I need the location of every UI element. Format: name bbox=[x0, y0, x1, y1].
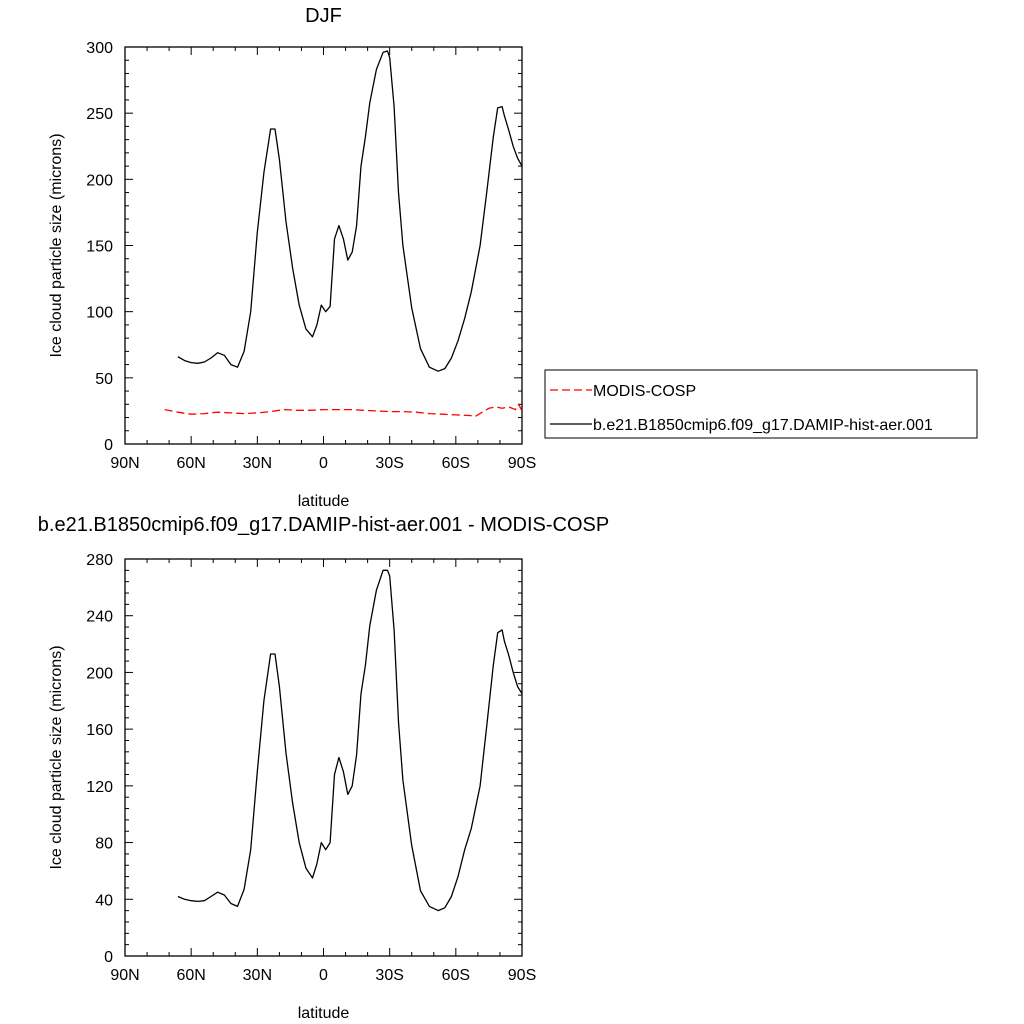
y-tick-label: 0 bbox=[104, 437, 113, 454]
y-tick-label: 120 bbox=[86, 779, 113, 796]
y-axis-label: Ice cloud particle size (microns) bbox=[48, 645, 65, 869]
x-tick-label: 30S bbox=[375, 455, 403, 472]
chart-panel-difference: b.e21.B1850cmip6.f09_g17.DAMIP-hist-aer.… bbox=[38, 514, 609, 1022]
y-tick-label: 0 bbox=[104, 949, 113, 966]
y-tick-label: 280 bbox=[86, 552, 113, 569]
x-tick-label: 90N bbox=[110, 455, 139, 472]
y-tick-label: 300 bbox=[86, 40, 113, 57]
y-axis-label: Ice cloud particle size (microns) bbox=[48, 133, 65, 357]
y-tick-labels: 0 40 80 120 160 200 240 280 bbox=[86, 552, 113, 966]
y-tick-label: 40 bbox=[95, 892, 113, 909]
axis-ticks bbox=[124, 46, 523, 445]
x-tick-label: 60S bbox=[442, 455, 470, 472]
y-tick-label: 240 bbox=[86, 609, 113, 626]
y-tick-label: 50 bbox=[95, 371, 113, 388]
x-tick-label: 90N bbox=[110, 967, 139, 984]
y-tick-label: 200 bbox=[86, 665, 113, 682]
series-line-difference-0 bbox=[177, 569, 523, 912]
series-line-modis-cosp bbox=[164, 403, 523, 417]
x-tick-label: 90S bbox=[508, 455, 536, 472]
x-tick-label: 0 bbox=[319, 455, 328, 472]
plot-frame bbox=[124, 46, 523, 445]
x-tick-label: 60N bbox=[176, 455, 205, 472]
y-tick-label: 150 bbox=[86, 239, 113, 256]
x-tick-labels: 90N 60N 30N 0 30S 60S 90S bbox=[110, 455, 536, 472]
chart-title: b.e21.B1850cmip6.f09_g17.DAMIP-hist-aer.… bbox=[38, 514, 609, 536]
legend-label-modis-cosp: MODIS-COSP bbox=[593, 383, 696, 400]
x-tick-label: 90S bbox=[508, 967, 536, 984]
y-tick-label: 250 bbox=[86, 106, 113, 123]
y-tick-label: 100 bbox=[86, 305, 113, 322]
y-tick-label: 160 bbox=[86, 722, 113, 739]
legend: MODIS-COSP b.e21.B1850cmip6.f09_g17.DAMI… bbox=[544, 369, 978, 439]
chart-title: DJF bbox=[305, 5, 342, 27]
x-tick-label: 60S bbox=[442, 967, 470, 984]
x-tick-label: 30S bbox=[375, 967, 403, 984]
y-tick-label: 200 bbox=[86, 172, 113, 189]
plot-frame bbox=[124, 558, 523, 957]
y-tick-label: 80 bbox=[95, 836, 113, 853]
x-tick-label: 30N bbox=[243, 455, 272, 472]
x-tick-label: 0 bbox=[319, 967, 328, 984]
x-tick-label: 30N bbox=[243, 967, 272, 984]
series-lines bbox=[177, 569, 523, 912]
legend-box bbox=[544, 369, 978, 439]
x-axis-label: latitude bbox=[298, 493, 350, 510]
axis-ticks bbox=[124, 558, 523, 957]
series-lines bbox=[164, 50, 523, 417]
y-tick-labels: 0 50 100 150 200 250 300 bbox=[86, 40, 113, 454]
series-line-b-e21-b1850cmip6-f09-g17-damip-hist-aer-001 bbox=[177, 50, 523, 372]
legend-label-model: b.e21.B1850cmip6.f09_g17.DAMIP-hist-aer.… bbox=[593, 417, 933, 434]
x-tick-label: 60N bbox=[176, 967, 205, 984]
x-axis-label: latitude bbox=[298, 1005, 350, 1022]
x-tick-labels: 90N 60N 30N 0 30S 60S 90S bbox=[110, 967, 536, 984]
